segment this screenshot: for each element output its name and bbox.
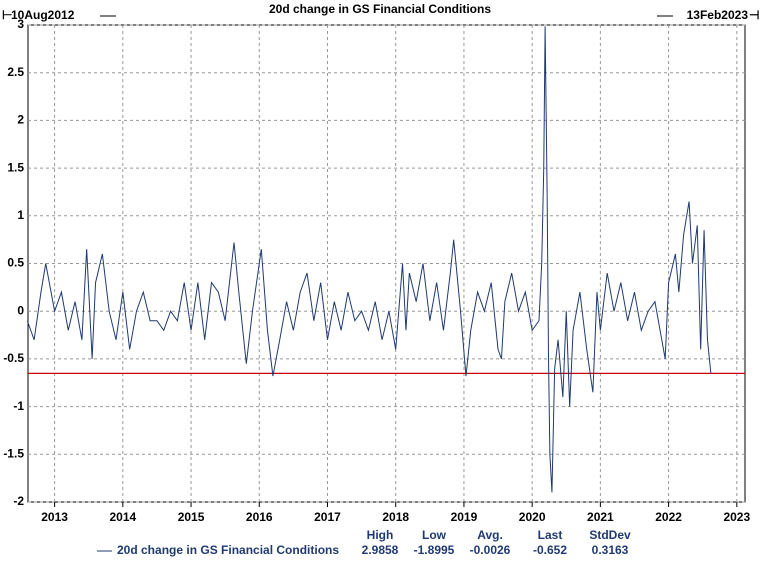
x-tick-label: 2015 bbox=[178, 510, 205, 524]
stat-value: -1.8995 bbox=[414, 543, 455, 557]
x-tick-label: 2020 bbox=[519, 510, 546, 524]
end-date-decor: ⊣ bbox=[749, 8, 759, 22]
x-tick-label: 2018 bbox=[382, 510, 409, 524]
x-tick-label: 2019 bbox=[451, 510, 478, 524]
y-tick-label: 2 bbox=[17, 113, 24, 127]
y-tick-label: 1 bbox=[17, 208, 24, 222]
stat-value: -0.0026 bbox=[470, 543, 511, 557]
x-tick-label: 2021 bbox=[587, 510, 614, 524]
x-tick-label: 2017 bbox=[314, 510, 341, 524]
end-date: 13Feb2023 bbox=[687, 8, 749, 22]
y-tick-label: 1.5 bbox=[7, 160, 24, 174]
series-line bbox=[26, 26, 712, 493]
stat-value: 0.3163 bbox=[592, 543, 629, 557]
start-date: 10Aug2012 bbox=[11, 8, 75, 22]
y-tick-label: 2.5 bbox=[7, 65, 24, 79]
x-tick-label: 2013 bbox=[41, 510, 68, 524]
stat-value: 2.9858 bbox=[362, 543, 399, 557]
stat-header: Avg. bbox=[477, 528, 503, 542]
x-tick-label: 2022 bbox=[655, 510, 682, 524]
stat-header: High bbox=[367, 528, 394, 542]
legend-label: 20d change in GS Financial Conditions bbox=[117, 543, 339, 557]
stat-header: Low bbox=[422, 528, 447, 542]
y-tick-label: 0 bbox=[17, 303, 24, 317]
x-tick-label: 2016 bbox=[246, 510, 273, 524]
stat-header: StdDev bbox=[589, 528, 631, 542]
stat-header: Last bbox=[538, 528, 563, 542]
y-tick-label: -1.5 bbox=[3, 446, 24, 460]
y-tick-label: 0.5 bbox=[7, 256, 24, 270]
y-tick-label: -2 bbox=[13, 494, 24, 508]
y-tick-label: -0.5 bbox=[3, 351, 24, 365]
y-tick-label: 3 bbox=[17, 17, 24, 31]
start-date-decor: ⊢ bbox=[2, 8, 12, 22]
plot-frame bbox=[27, 24, 746, 503]
x-tick-label: 2014 bbox=[109, 510, 136, 524]
stat-value: -0.652 bbox=[533, 543, 567, 557]
x-tick-label: 2023 bbox=[723, 510, 750, 524]
chart-title: 20d change in GS Financial Conditions bbox=[269, 2, 491, 16]
y-tick-label: -1 bbox=[13, 399, 24, 413]
